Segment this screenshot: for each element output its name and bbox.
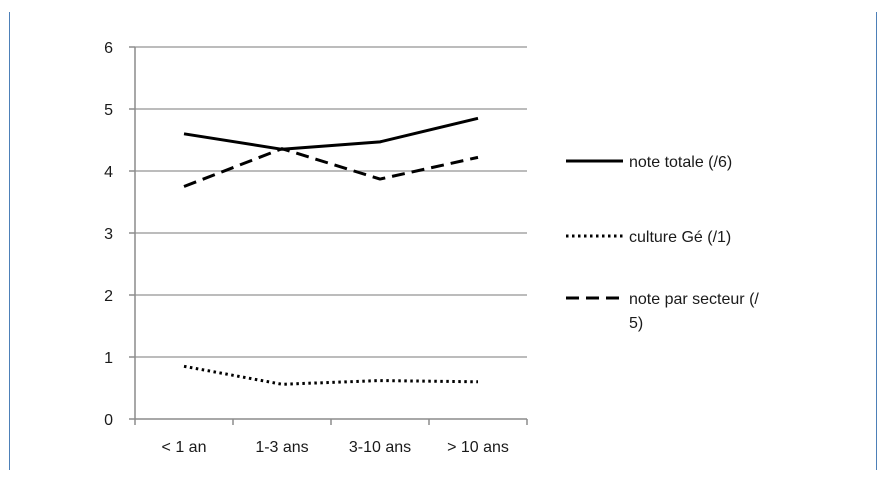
series-line-solid [183, 116, 479, 151]
chart-frame [9, 12, 877, 470]
x-tick-label: 1-3 ans [255, 439, 308, 456]
grid-lines [135, 46, 527, 358]
axes [129, 46, 528, 425]
y-tick-label: 1 [104, 350, 113, 367]
legend: note totale (/6) culture Gé (/1) note par … [566, 154, 759, 332]
y-tick-label: 4 [104, 164, 113, 181]
legend-label: note par secteur (/5) [629, 291, 759, 332]
series-line-dashed [183, 147, 479, 188]
y-tick-labels: 0 1 2 3 4 5 6 [104, 40, 113, 429]
y-tick-label: 5 [104, 102, 113, 119]
y-tick-label: 3 [104, 226, 113, 243]
legend-label: culture Gé (/1) [629, 229, 731, 246]
series-lines [183, 116, 479, 386]
series-line-dotted [183, 364, 479, 386]
x-tick-label: > 10 ans [447, 439, 509, 456]
x-tick-labels: < 1 an 1-3 ans 3-10 ans > 10 ans [162, 439, 509, 456]
x-tick-label: 3-10 ans [349, 439, 411, 456]
legend-label: note totale (/6) [629, 154, 732, 171]
y-tick-label: 0 [104, 412, 113, 429]
y-tick-label: 2 [104, 288, 113, 305]
y-tick-label: 6 [104, 40, 113, 57]
x-tick-label: < 1 an [162, 439, 207, 456]
